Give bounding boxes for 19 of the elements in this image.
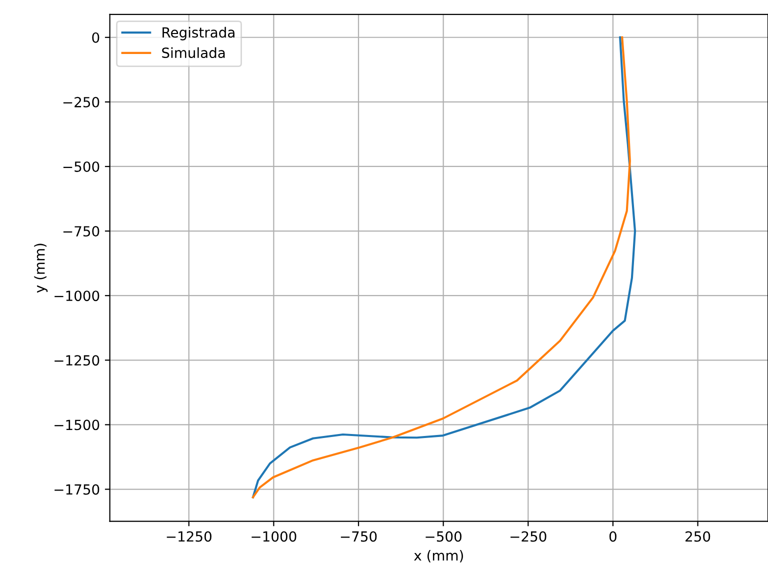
x-tick-label: −500 [426, 531, 462, 542]
x-tick-label: −1000 [252, 531, 296, 542]
y-tick-label: −500 [63, 161, 100, 172]
x-tick-label: −1250 [166, 531, 212, 542]
legend-label: Registrada [162, 26, 234, 40]
y-axis-title: y (mm) [34, 244, 48, 293]
x-tick-label: −750 [340, 531, 377, 542]
y-tick-label: −1500 [54, 420, 100, 430]
y-tick-label: −250 [63, 96, 100, 108]
y-tick-label: −1750 [54, 484, 100, 495]
x-axis-title: x (mm) [414, 550, 463, 562]
x-tick-label: −250 [510, 531, 546, 542]
x-tick-label: 250 [686, 531, 710, 542]
legend-label: Simulada [162, 47, 225, 58]
y-tick-label: −1000 [54, 290, 100, 302]
x-tick-label: 0 [609, 531, 616, 542]
y-tick-label: −1250 [54, 355, 100, 366]
y-tick-label: 0 [92, 32, 100, 43]
y-tick-label: −750 [63, 226, 100, 237]
